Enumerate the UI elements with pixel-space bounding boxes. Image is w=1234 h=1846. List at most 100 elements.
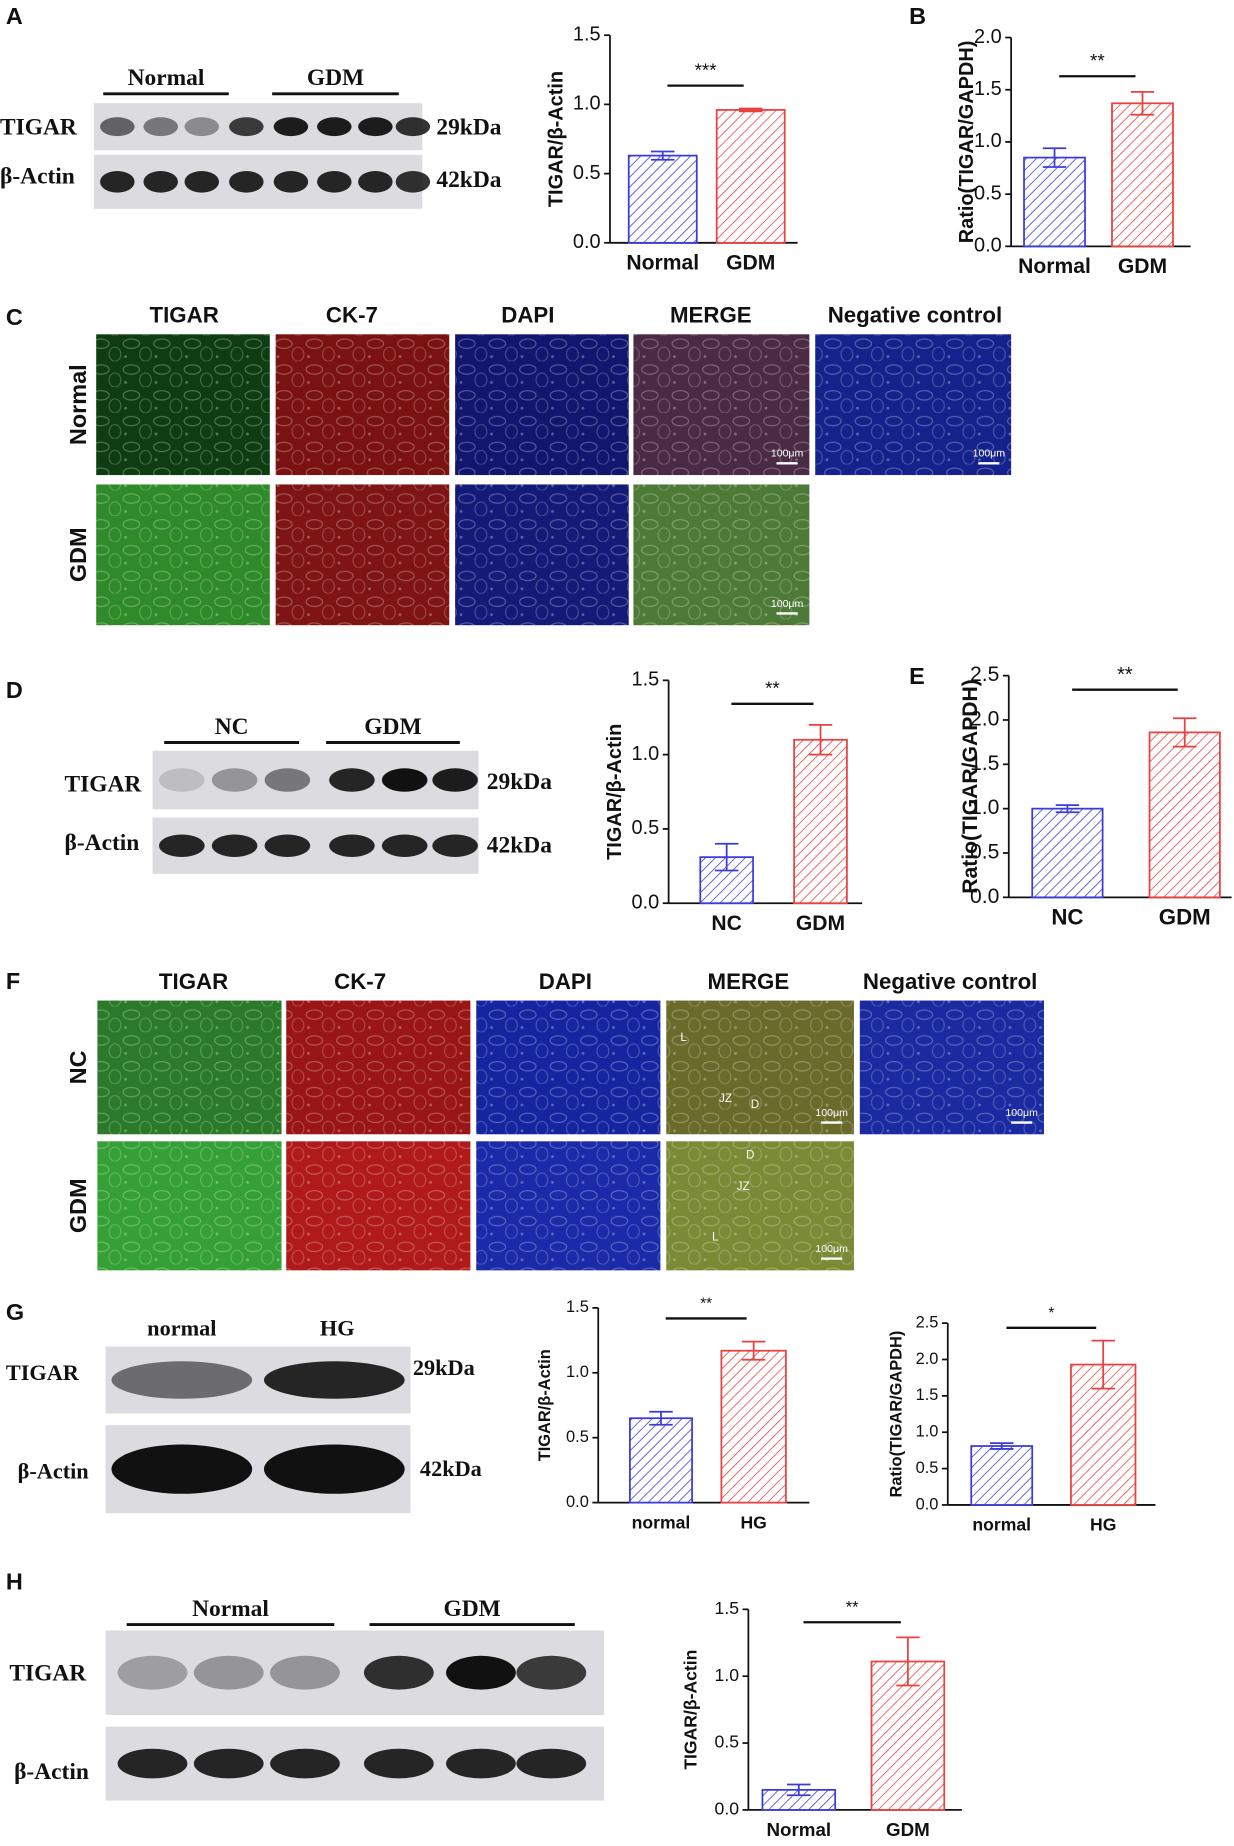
x-tick-label: NC [711, 912, 742, 935]
blot-size: 42kDa [487, 832, 552, 858]
blot-size: 29kDa [413, 1355, 475, 1380]
column-header: CK-7 [334, 969, 386, 994]
micrograph-texture [859, 1000, 1044, 1135]
micrograph-texture [455, 334, 629, 476]
blot-band [158, 768, 205, 792]
bar [1031, 807, 1104, 899]
blot-band [317, 117, 352, 137]
blot-band [211, 834, 258, 857]
scale-bar-label: 100μm [815, 1107, 848, 1119]
scale-bar-label: 100μm [771, 598, 804, 610]
blot-group-label: NC [215, 714, 249, 740]
column-header: TIGAR [159, 969, 228, 994]
blot-row-label: TIGAR [9, 1660, 87, 1686]
blot-band [117, 1655, 188, 1690]
blot-band [117, 1748, 188, 1779]
bar [627, 154, 698, 244]
micrograph-texture [97, 1141, 282, 1271]
x-tick-label: GDM [886, 1819, 930, 1840]
blot-band [270, 1655, 340, 1690]
panel-label: F [6, 968, 20, 994]
error-bar [741, 1340, 766, 1361]
micrograph-texture [666, 1000, 854, 1135]
panel-label: E [909, 663, 925, 689]
blot-group-label: GDM [307, 65, 364, 91]
micrograph-texture [455, 484, 629, 626]
y-tick-label: 1.0 [573, 93, 601, 115]
blot-band [100, 117, 135, 137]
bar [699, 856, 754, 905]
error-bar [1130, 90, 1155, 116]
blot-band [273, 117, 309, 137]
error-bar [1042, 147, 1067, 168]
blot-size: 42kDa [436, 167, 501, 193]
scale-bar-label: 100μm [815, 1243, 848, 1255]
blot-band [184, 117, 220, 137]
micrograph-texture [275, 334, 450, 476]
y-tick-label: 0.0 [974, 235, 1002, 257]
panel-label: D [6, 677, 23, 703]
micrograph-texture [815, 334, 1012, 476]
column-header: DAPI [501, 303, 554, 328]
y-axis-label: Ratio(TIGAR/GAPDH) [956, 41, 978, 244]
error-bar [1091, 1339, 1115, 1390]
bar [1023, 156, 1086, 248]
x-tick-label: NC [1051, 904, 1083, 929]
y-tick-label: 0.5 [916, 1459, 939, 1477]
y-tick-label: 2.0 [974, 26, 1002, 48]
blot-row-label: TIGAR [6, 1360, 80, 1385]
region-label: JZ [719, 1092, 732, 1105]
row-label: GDM [65, 1178, 91, 1233]
x-tick-label: normal [972, 1515, 1031, 1535]
micrograph-texture [275, 484, 450, 626]
blot-band [395, 117, 431, 137]
blot-size: 29kDa [436, 114, 501, 140]
blot-row-label: β-Actin [18, 1458, 90, 1483]
x-tick-label: GDM [726, 251, 775, 274]
y-tick-label: 0.5 [974, 182, 1002, 204]
micrograph-texture [476, 1000, 661, 1135]
blot-band [143, 171, 178, 193]
micrograph-texture [476, 1141, 661, 1271]
row-label: NC [65, 1050, 91, 1084]
significance: ** [1090, 50, 1105, 71]
y-tick-label: 2.0 [970, 708, 999, 731]
y-axis-label: TIGAR/β-Actin [681, 1650, 701, 1770]
blot-size: 29kDa [487, 769, 552, 795]
x-tick-label: GDM [1118, 255, 1167, 278]
y-tick-label: 1.0 [715, 1665, 740, 1685]
y-tick-label: 1.0 [916, 1423, 939, 1441]
column-header: Negative control [828, 303, 1002, 328]
column-header: MERGE [708, 969, 790, 994]
significance: ** [1117, 664, 1133, 686]
x-tick-label: normal [632, 1512, 691, 1532]
significance: * [1048, 1305, 1054, 1322]
blot-band [381, 768, 428, 792]
region-label: D [746, 1148, 754, 1161]
blot-size: 42kDa [420, 1456, 482, 1481]
y-tick-label: 0.0 [573, 231, 601, 253]
column-header: CK-7 [326, 303, 378, 328]
bar [715, 109, 786, 244]
y-tick-label: 1.5 [974, 78, 1002, 100]
bar [970, 1445, 1034, 1506]
blot-band [270, 1748, 340, 1779]
y-tick-label: 2.5 [970, 663, 999, 686]
x-tick-label: HG [1090, 1515, 1116, 1535]
scale-bar-label: 100μm [771, 448, 804, 460]
blot-band [158, 834, 205, 857]
micrograph-texture [97, 1000, 282, 1135]
blot-band [446, 1655, 516, 1690]
y-tick-label: 1.5 [632, 669, 660, 691]
blot-row-label: β-Actin [65, 830, 140, 856]
bar [720, 1349, 787, 1504]
y-tick-label: 0.5 [573, 162, 601, 184]
y-tick-label: 0.0 [970, 885, 999, 908]
panel-label: H [6, 1569, 23, 1595]
blot-band [193, 1655, 264, 1690]
blot-group-label: GDM [364, 714, 421, 740]
micrograph-texture [96, 334, 270, 476]
micrograph-texture [666, 1141, 854, 1271]
y-axis-label: TIGAR/β-Actin [536, 1349, 554, 1461]
